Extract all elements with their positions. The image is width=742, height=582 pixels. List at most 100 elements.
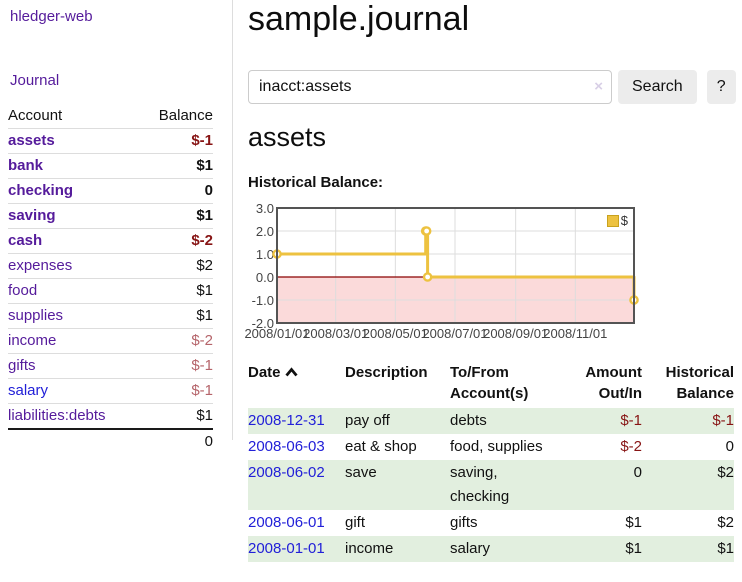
register-column-header: To/From Account(s) (450, 364, 529, 402)
account-link[interactable]: bank (8, 157, 44, 174)
register-column-header[interactable]: Date (248, 362, 345, 408)
transaction-balance: $-1 (712, 412, 734, 429)
x-axis-tick-label: 2008/01/01 (244, 326, 310, 341)
transaction-accounts: food, supplies (450, 438, 543, 455)
transaction-date-link[interactable]: 2008-12-31 (248, 412, 325, 429)
x-axis-tick-label: 2008/03/01 (303, 326, 369, 341)
register-row: 2008-06-01 gift gifts $1 $2 (248, 510, 734, 536)
account-balance: $-1 (191, 382, 213, 399)
account-link[interactable]: saving (8, 207, 56, 224)
legend-swatch-icon (606, 214, 619, 227)
account-row: food $1 (8, 278, 213, 304)
account-link[interactable]: salary (8, 382, 49, 399)
search-bar: × Search ? (248, 70, 742, 104)
search-input-wrap: × (248, 70, 612, 104)
account-balance: $-1 (191, 357, 213, 374)
accounts-header-balance: Balance (158, 107, 213, 124)
account-balance: $1 (196, 207, 213, 224)
clear-search-icon[interactable]: × (594, 78, 603, 95)
account-link[interactable]: liabilities:debts (8, 407, 106, 424)
transaction-accounts: salary (450, 540, 491, 557)
account-balance: $2 (196, 257, 213, 274)
y-axis-tick-label: 1.0 (255, 247, 274, 262)
search-help-button[interactable]: ? (706, 70, 736, 104)
chart-legend: $ (604, 212, 630, 229)
account-link[interactable]: assets (8, 132, 55, 149)
account-row: saving $1 (8, 203, 213, 229)
accounts-header-account: Account (8, 107, 63, 124)
chart-canvas (272, 207, 639, 324)
account-row: salary $-1 (8, 378, 213, 404)
accounts-header-row: Account Balance (8, 104, 213, 129)
accounts-total-row: 0 (8, 429, 213, 454)
register-row: 2008-06-02 save saving, checking 0 $2 (248, 460, 734, 510)
chart-title: Historical Balance: (248, 174, 384, 191)
register-column-header: Amount Out/In (585, 364, 642, 402)
transaction-date-link[interactable]: 2008-06-03 (248, 438, 325, 455)
transaction-description: eat & shop (345, 438, 417, 455)
account-balance: 0 (204, 182, 213, 199)
search-input[interactable] (248, 70, 612, 104)
search-button[interactable]: Search (618, 70, 697, 104)
register-table: Date Description To/From Account(s) Amount Ou… (248, 362, 734, 562)
account-row: assets $-1 (8, 128, 213, 154)
register-row: 2008-01-01 income salary $1 $1 (248, 536, 734, 562)
transaction-amount: $1 (625, 540, 642, 557)
account-row: liabilities:debts $1 (8, 403, 213, 430)
sort-ascending-icon (284, 367, 298, 377)
chart-point[interactable] (421, 226, 432, 236)
transaction-description: pay off (345, 412, 390, 429)
page-title: sample.journal (248, 0, 470, 38)
account-link[interactable]: income (8, 332, 57, 349)
transaction-date-link[interactable]: 2008-06-02 (248, 464, 325, 481)
transaction-amount: 0 (633, 464, 642, 481)
y-axis-tick-label: -1.0 (251, 293, 274, 308)
transaction-accounts: debts (450, 412, 487, 429)
account-link[interactable]: food (8, 282, 38, 299)
account-balance: $1 (196, 407, 213, 424)
account-link[interactable]: cash (8, 232, 43, 249)
transaction-description: save (345, 464, 377, 481)
transaction-balance: $2 (717, 464, 734, 481)
register-column-header: Description (345, 364, 428, 381)
register-header-row: Date Description To/From Account(s) Amount Ou… (248, 362, 734, 408)
transaction-balance: $1 (717, 540, 734, 557)
account-row: bank $1 (8, 153, 213, 179)
plot-border (276, 207, 635, 324)
x-axis-tick-label: 2008/09/01 (483, 326, 549, 341)
transaction-description: gift (345, 514, 366, 531)
y-axis-tick-label: 2.0 (255, 224, 274, 239)
account-link[interactable]: checking (8, 182, 74, 199)
transaction-amount: $-2 (620, 438, 642, 455)
app-brand-link[interactable]: hledger-web (10, 8, 93, 25)
transaction-description: income (345, 540, 394, 557)
x-axis-tick-label: 2008/11/01 (543, 326, 608, 341)
transaction-date-link[interactable]: 2008-06-01 (248, 514, 325, 531)
accounts-total-balance: 0 (204, 433, 213, 450)
account-balance: $-2 (191, 332, 213, 349)
account-heading: assets (248, 122, 327, 152)
account-row: cash $-2 (8, 228, 213, 254)
account-link[interactable]: gifts (8, 357, 36, 374)
sidebar: hledger-web Journal Account Balance asse… (0, 0, 233, 450)
x-axis-tick-label: 2008/07/01 (422, 326, 488, 341)
transaction-accounts: saving, checking (450, 464, 510, 505)
historical-balance-chart: 3.0 2.0 1.0 0.0 -1.0 -2.0 $ 2008/01/01 2008/03… (244, 195, 742, 347)
account-row: gifts $-1 (8, 353, 213, 379)
transaction-date-link[interactable]: 2008-01-01 (248, 540, 325, 557)
transaction-amount: $1 (625, 514, 642, 531)
register-column-header: Historical Balance (665, 364, 734, 402)
account-link[interactable]: expenses (8, 257, 73, 274)
register-row: 2008-06-03 eat & shop food, supplies $-2 0 (248, 434, 734, 460)
account-balance: $1 (196, 307, 213, 324)
account-balance: $1 (196, 157, 213, 174)
transaction-amount: $-1 (620, 412, 642, 429)
transaction-balance: $2 (717, 514, 734, 531)
y-axis-tick-label: -2.0 (251, 316, 274, 331)
account-link[interactable]: supplies (8, 307, 64, 324)
journal-link[interactable]: Journal (10, 72, 60, 89)
chart-point[interactable] (422, 272, 433, 282)
register-row: 2008-12-31 pay off debts $-1 $-1 (248, 408, 734, 434)
account-row: income $-2 (8, 328, 213, 354)
